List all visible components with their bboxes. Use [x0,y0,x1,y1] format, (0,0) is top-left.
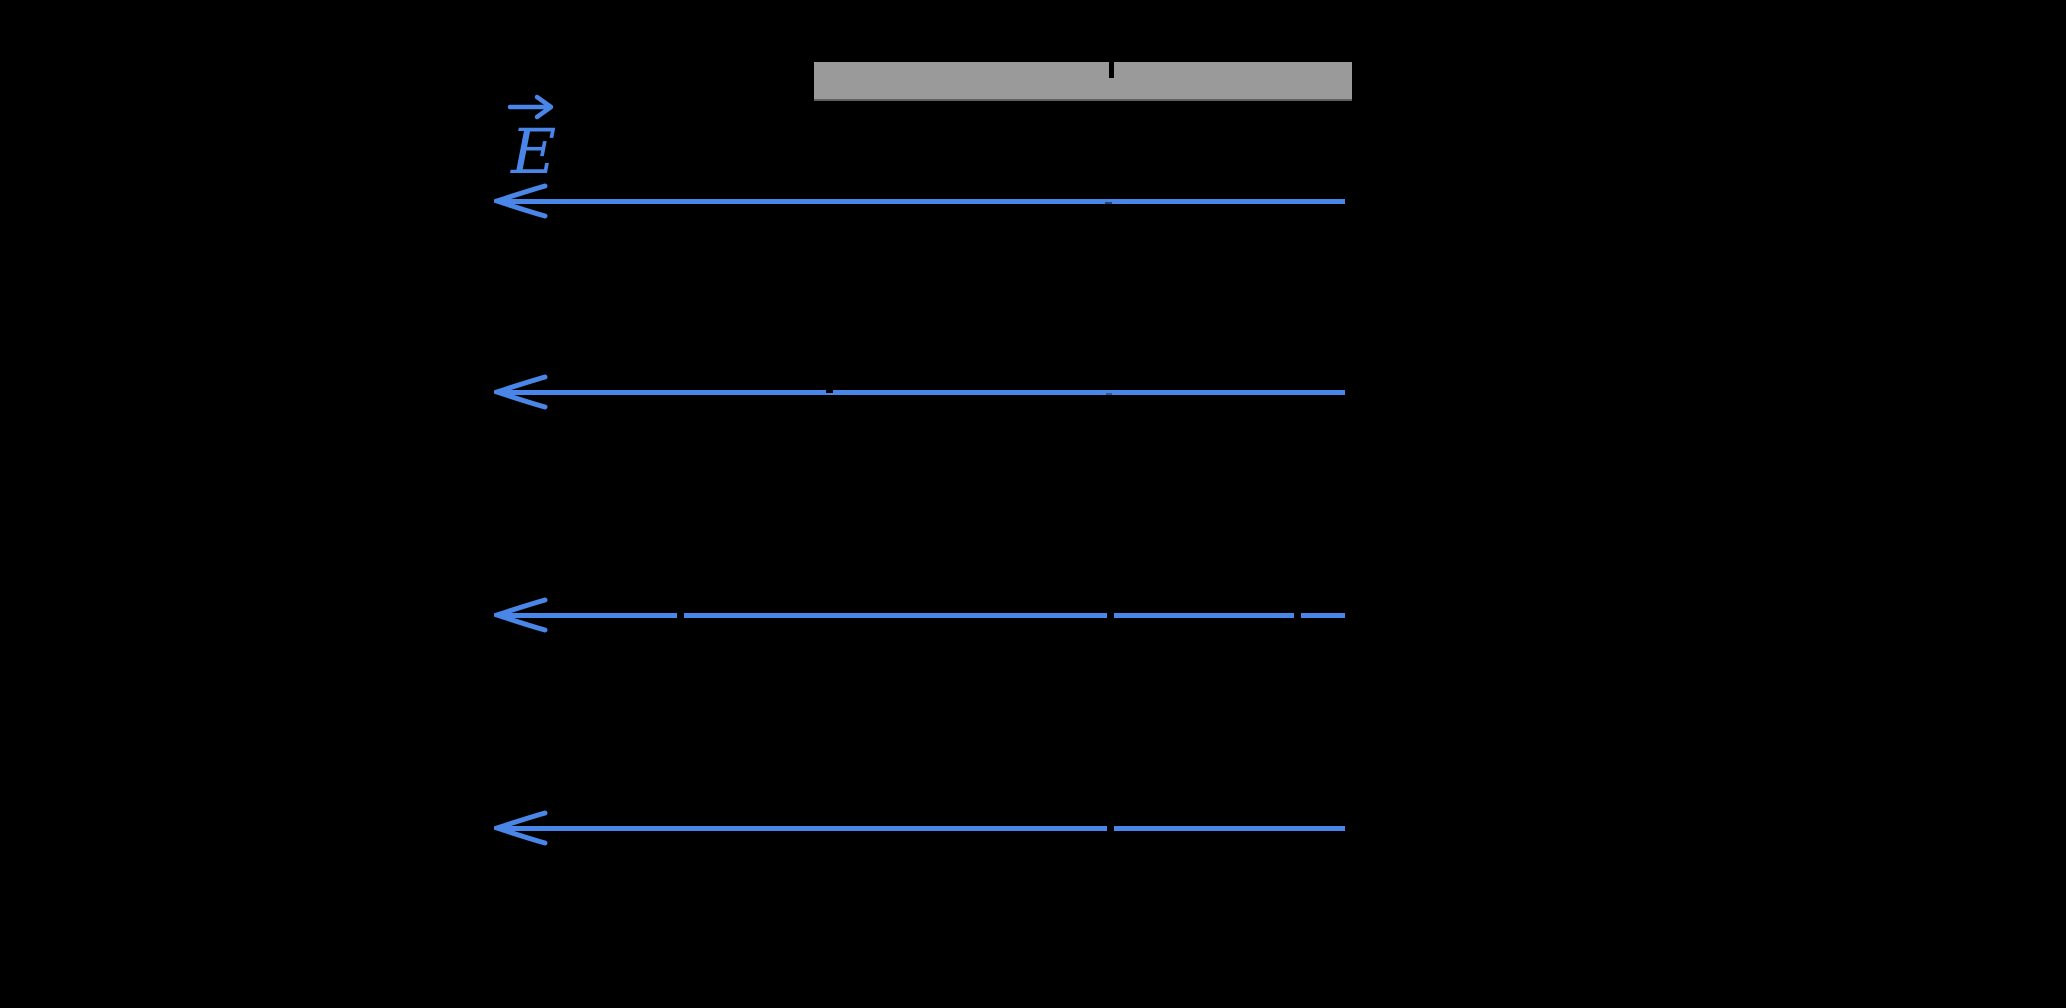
left-arrowhead-icon [494,810,548,846]
field-line-segment [1114,825,1345,831]
plate-notch [1109,62,1114,78]
field-line-segment [1301,612,1345,618]
black-overlap-tick [1106,392,1112,395]
e-label-text: E [510,115,556,183]
field-line-segment [1114,612,1294,618]
black-overlap-tick [826,389,833,393]
charged-plate [814,62,1352,101]
left-arrowhead-icon [494,597,548,633]
left-arrowhead-icon [494,183,548,219]
black-overlap-tick [1105,201,1112,204]
field-line-segment [684,612,1107,618]
field-line-segment [500,612,677,618]
field-line-segment [500,389,1345,395]
right-arrow-vector-icon [507,94,554,120]
left-arrowhead-icon [494,374,548,410]
field-line-segment [500,825,1107,831]
field-line-segment [500,198,1345,204]
e-vector-label: E [503,88,563,183]
